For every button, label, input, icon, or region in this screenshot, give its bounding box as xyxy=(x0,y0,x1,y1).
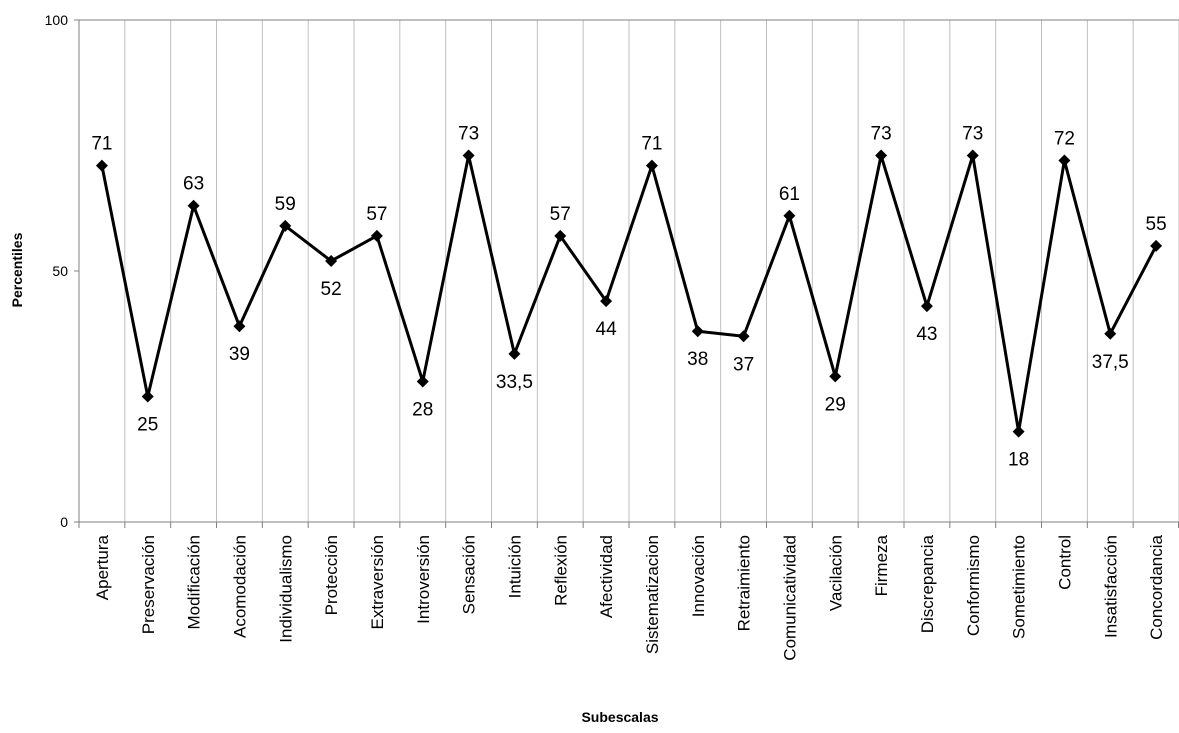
data-point-marker xyxy=(508,347,521,360)
data-label: 61 xyxy=(779,184,800,205)
x-tick-label: Apertura xyxy=(93,534,112,600)
data-point-marker xyxy=(95,159,108,172)
data-point-marker xyxy=(691,325,704,338)
data-point-marker xyxy=(1012,425,1025,438)
data-label: 44 xyxy=(596,319,618,340)
y-axis-title: Percentiles xyxy=(9,232,25,307)
x-tick-label: Protección xyxy=(322,535,341,615)
data-label: 72 xyxy=(1054,129,1075,150)
series-line xyxy=(100,155,1158,432)
x-tick-label: Concordancia xyxy=(1147,534,1166,639)
data-point-marker xyxy=(325,254,338,267)
x-tick-label: Vacilación xyxy=(826,535,845,611)
x-tick-label: Sensación xyxy=(460,535,479,614)
series-layer xyxy=(95,149,1163,438)
x-tick-label: Modificación xyxy=(185,535,204,630)
data-point-marker xyxy=(554,229,567,242)
data-point-marker xyxy=(462,149,475,162)
x-tick-label: Insatisfacción xyxy=(1101,535,1120,638)
x-axis-title: Subescalas xyxy=(581,709,658,725)
data-label: 18 xyxy=(1008,450,1029,471)
data-label: 43 xyxy=(916,324,937,345)
x-tick-label: Introversión xyxy=(414,535,433,624)
y-tick-labels: 0 50 100 xyxy=(45,12,79,530)
data-point-marker xyxy=(1058,154,1071,167)
data-point-marker xyxy=(737,330,750,343)
grid-layer xyxy=(79,19,1179,522)
data-label: 63 xyxy=(183,174,204,195)
data-label: 71 xyxy=(91,134,112,155)
data-label: 73 xyxy=(962,124,983,145)
x-tick-label: Discrepancia xyxy=(918,534,937,633)
x-tick-label: Acomodación xyxy=(230,535,249,638)
data-point-marker xyxy=(279,219,292,232)
data-label: 29 xyxy=(825,394,846,415)
x-tick-label: Sistematizacion xyxy=(643,535,662,654)
data-label: 59 xyxy=(275,194,296,215)
y-tick-label: 100 xyxy=(45,12,69,28)
x-tick-label: Afectividad xyxy=(597,535,616,618)
data-point-marker xyxy=(920,300,933,313)
data-label: 39 xyxy=(229,344,250,365)
data-point-marker xyxy=(783,209,796,222)
data-label: 25 xyxy=(137,415,158,436)
data-label: 37 xyxy=(733,354,754,375)
x-tick-label: Comunicatividad xyxy=(780,535,799,661)
data-point-marker xyxy=(600,295,613,308)
data-label: 73 xyxy=(871,124,892,145)
data-point-marker xyxy=(233,320,246,333)
data-label: 73 xyxy=(458,124,479,145)
x-tick-label: Firmeza xyxy=(872,534,891,596)
data-point-marker xyxy=(187,199,200,212)
x-tick-label: Sometimiento xyxy=(1010,535,1029,639)
data-label: 57 xyxy=(550,204,571,225)
data-point-marker xyxy=(966,149,979,162)
data-point-marker xyxy=(645,159,658,172)
data-point-marker xyxy=(1150,239,1163,252)
x-tick-label: Individualismo xyxy=(276,535,295,643)
data-label: 33,5 xyxy=(496,372,533,393)
y-tick-label: 50 xyxy=(52,263,68,279)
data-point-marker xyxy=(1104,327,1117,340)
data-label: 37,5 xyxy=(1092,352,1129,373)
x-tick-label: Reflexión xyxy=(551,535,570,606)
x-tick-label: Preservación xyxy=(139,535,158,634)
data-point-marker xyxy=(875,149,888,162)
data-label: 57 xyxy=(366,204,387,225)
y-tick-label: 0 xyxy=(60,514,68,530)
x-tick-label: Conformismo xyxy=(964,535,983,636)
data-label: 38 xyxy=(687,349,708,370)
x-tick-label: Intuición xyxy=(505,535,524,598)
data-label: 71 xyxy=(641,134,662,155)
data-label: 55 xyxy=(1146,214,1167,235)
data-point-marker xyxy=(416,375,429,388)
data-point-marker xyxy=(370,229,383,242)
x-tick-label: Retraimiento xyxy=(735,535,754,631)
x-tick-label: Extraversión xyxy=(368,535,387,629)
data-label: 52 xyxy=(321,279,342,300)
data-point-marker xyxy=(141,390,154,403)
data-point-marker xyxy=(829,370,842,383)
x-tick-label: Innovación xyxy=(689,535,708,617)
data-label: 28 xyxy=(412,399,433,420)
x-tick-label: Control xyxy=(1055,535,1074,590)
x-tick-labels: Apertura Preservación Modificación Acomodac… xyxy=(78,522,1179,661)
data-labels: 71 25 63 39 59 52 57 28 73 33,5 57 44 71 38 37 61 29 73 43… xyxy=(91,124,1166,471)
